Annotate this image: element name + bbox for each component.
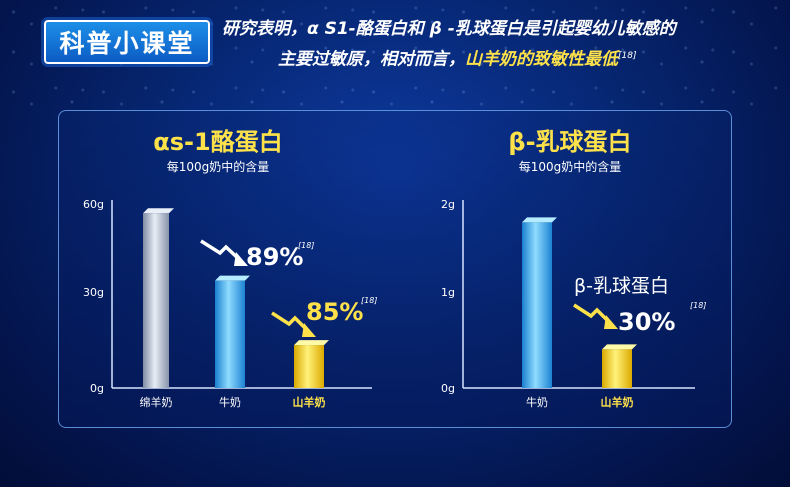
chart2-bar-body xyxy=(602,349,632,388)
chart2-reduction-arrow-icon xyxy=(573,303,618,329)
chart2-y-tick: 0g xyxy=(441,382,455,395)
chart2-bar xyxy=(602,344,637,388)
chart1-category-label: 山羊奶 xyxy=(293,395,326,409)
chart1-y-tick: 60g xyxy=(83,198,104,211)
chart1-bar xyxy=(143,208,174,388)
science-class-badge: 科普小课堂 xyxy=(44,20,210,64)
chart1-bar-body xyxy=(294,345,324,388)
chart1-bar-body xyxy=(143,213,169,388)
chart1-goat-reduction-ref: [18] xyxy=(361,296,377,305)
chart2-title: β-乳球蛋白 xyxy=(508,128,631,156)
intro-line-2-prefix: 主要过敏原，相对而言， xyxy=(278,49,465,70)
chart2-subtitle: 每100g奶中的含量 xyxy=(519,159,622,174)
chart1-bar-top xyxy=(294,340,329,346)
intro-reference: [18] xyxy=(618,51,637,61)
chart1-reduction-percent: 89% xyxy=(246,243,303,271)
chart1-goat-reduction-arrow-icon xyxy=(271,311,316,337)
chart1-bar-top xyxy=(215,275,250,281)
chart1-goat-reduction-percent: 85% xyxy=(306,298,363,326)
chart1-y-tick: 30g xyxy=(83,286,104,299)
chart2-reduction-ref: [18] xyxy=(690,301,706,310)
chart1-category-label: 绵羊奶 xyxy=(140,395,173,409)
chart2-annotation-label: β-乳球蛋白 xyxy=(574,275,669,297)
chart1-bar-top xyxy=(143,208,174,214)
chart2-bar-top xyxy=(602,344,637,350)
chart2-bar xyxy=(522,217,557,388)
chart2-y-tick: 2g xyxy=(441,198,455,211)
chart1-reduction-ref: [18] xyxy=(298,241,314,250)
chart2-reduction-percent: 30% xyxy=(618,308,675,336)
chart2-y-tick: 1g xyxy=(441,286,455,299)
intro-text: 研究表明，α S1-酪蛋白和 β -乳球蛋白是引起婴幼儿敏感的 主要过敏原，相对… xyxy=(222,16,762,74)
intro-line-1: 研究表明，α S1-酪蛋白和 β -乳球蛋白是引起婴幼儿敏感的 xyxy=(222,19,676,39)
chart1-bar-body xyxy=(215,280,245,388)
chart1-title: αs-1酪蛋白 xyxy=(153,128,282,156)
chart2-category-label: 山羊奶 xyxy=(601,395,634,409)
chart1-subtitle: 每100g奶中的含量 xyxy=(167,159,270,174)
intro-line-2: 主要过敏原，相对而言，山羊奶的致敏性最低[18] xyxy=(222,43,762,74)
chart1-category-label: 牛奶 xyxy=(219,395,241,409)
intro-highlight: 山羊奶的致敏性最低 xyxy=(465,49,618,70)
chart2-bar-body xyxy=(522,222,552,388)
chart1-reduction-arrow-icon xyxy=(200,239,248,266)
chart1-bar xyxy=(294,340,329,388)
chart1-y-tick: 0g xyxy=(90,382,104,395)
chart2-category-label: 牛奶 xyxy=(526,395,548,409)
chart1-bar xyxy=(215,275,250,388)
chart2-bar-top xyxy=(522,217,557,223)
